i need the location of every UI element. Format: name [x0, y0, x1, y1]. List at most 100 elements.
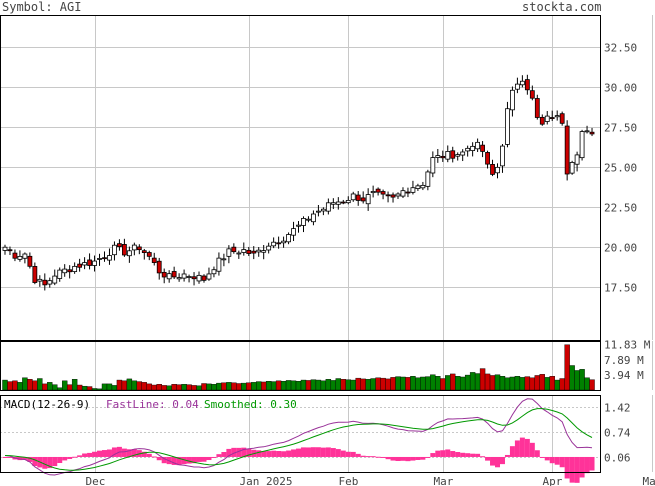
- candle-body: [176, 277, 182, 280]
- volume-bar: [584, 377, 590, 391]
- macd-histogram-bar: [141, 451, 147, 457]
- candle-body: [500, 145, 505, 167]
- x-axis-label-3: Mar: [434, 475, 454, 486]
- macd-histogram-bar: [380, 456, 386, 458]
- volume-bar: [236, 383, 242, 391]
- candle-body: [97, 258, 102, 260]
- macd-histogram-bar: [296, 448, 302, 457]
- candle-body: [57, 269, 63, 279]
- candle-body: [131, 244, 137, 251]
- candle-body: [430, 157, 436, 174]
- candle-body: [515, 83, 520, 90]
- volume-bar: [270, 381, 277, 391]
- macd-histogram-bar: [460, 452, 466, 457]
- candle-body: [281, 240, 286, 244]
- macd-histogram-bar: [226, 448, 232, 457]
- volume-bar: [106, 383, 113, 391]
- price-tick-label: 32.50: [604, 42, 637, 55]
- volume-bar: [524, 376, 531, 391]
- volume-bar: [549, 376, 555, 391]
- macd-histogram-bar: [425, 456, 431, 458]
- macd-histogram-bar: [440, 450, 446, 457]
- volume-bar: [251, 382, 257, 391]
- candle-body: [375, 188, 381, 193]
- macd-histogram-bar: [2, 456, 8, 458]
- candle-body: [405, 191, 411, 194]
- volume-bar: [340, 379, 346, 391]
- macd-histogram-bar: [121, 448, 127, 457]
- candle-body: [306, 218, 311, 221]
- candle-body: [146, 252, 152, 257]
- macd-histogram-bar: [400, 456, 406, 461]
- candle-body: [216, 257, 222, 272]
- volume-bar: [52, 384, 58, 391]
- macd-histogram-bar: [42, 456, 48, 469]
- candle-body: [27, 255, 33, 267]
- candle-body: [485, 152, 490, 165]
- macd-histogram-bar: [495, 456, 501, 468]
- volume-bar: [121, 380, 128, 391]
- candle-body: [480, 144, 485, 152]
- volume-bar: [479, 368, 486, 391]
- price-tick-label: 30.00: [604, 82, 637, 95]
- candle-body: [524, 79, 530, 91]
- macd-histogram-bar: [27, 456, 33, 462]
- volume-bar: [494, 374, 501, 391]
- volume-bar: [395, 376, 401, 391]
- candle-body: [415, 185, 421, 189]
- candle-body: [22, 253, 28, 259]
- volume-bar: [315, 379, 322, 391]
- x-axis-label-5: May: [643, 475, 655, 486]
- macd-histogram-bar: [191, 456, 197, 464]
- volume-bar: [226, 382, 232, 391]
- candle-body: [335, 201, 341, 205]
- volume-bar: [569, 365, 575, 391]
- volume-bar: [559, 378, 565, 391]
- candle-body: [549, 117, 555, 119]
- volume-bar: [81, 385, 88, 391]
- volume-bar: [42, 383, 48, 391]
- candle-body: [286, 234, 291, 243]
- candle-body: [67, 269, 73, 273]
- macd-histogram-bar: [291, 449, 297, 457]
- volume-bar: [469, 372, 476, 391]
- volume-bar: [156, 384, 162, 391]
- candle-body: [171, 271, 177, 278]
- candle-body: [52, 275, 58, 284]
- macd-histogram-bar: [196, 456, 202, 462]
- candle-body: [505, 108, 510, 145]
- candle-body: [569, 162, 575, 174]
- volume-bar: [17, 382, 23, 391]
- x-axis-label-4: Apr: [543, 475, 563, 486]
- macd-histogram-bar: [87, 452, 93, 457]
- candle-body: [320, 208, 326, 212]
- volume-bar: [365, 379, 371, 391]
- volume-bar: [166, 385, 172, 391]
- candle-body: [490, 164, 495, 175]
- candle-body: [470, 145, 476, 151]
- macd-histogram-bar: [335, 449, 341, 457]
- macd-fastline-label: FastLine: 0.04: [106, 398, 199, 411]
- volume-bar: [300, 379, 307, 391]
- macd-histogram-bar: [534, 450, 540, 457]
- candle-body: [291, 228, 296, 236]
- macd-histogram-bar: [52, 456, 58, 467]
- volume-bar: [455, 376, 461, 391]
- macd-histogram-bar: [539, 456, 545, 458]
- macd-histogram-bar: [360, 455, 366, 457]
- candle-body: [301, 218, 306, 226]
- macd-histogram-bar: [201, 456, 207, 462]
- price-tick-label: 27.50: [604, 122, 637, 135]
- volume-bar: [47, 382, 53, 391]
- macd-histogram-bar: [131, 448, 137, 457]
- macd-histogram-bar: [504, 454, 510, 457]
- candle-body: [112, 244, 117, 256]
- macd-histogram-bar: [445, 449, 451, 457]
- volume-bar: [534, 375, 541, 391]
- volume-bar: [71, 379, 78, 391]
- candle-body: [435, 155, 441, 158]
- macd-histogram-bar: [276, 451, 282, 457]
- macd-histogram-bar: [231, 447, 237, 457]
- macd-histogram-bar: [186, 456, 192, 464]
- candle-body: [425, 171, 431, 187]
